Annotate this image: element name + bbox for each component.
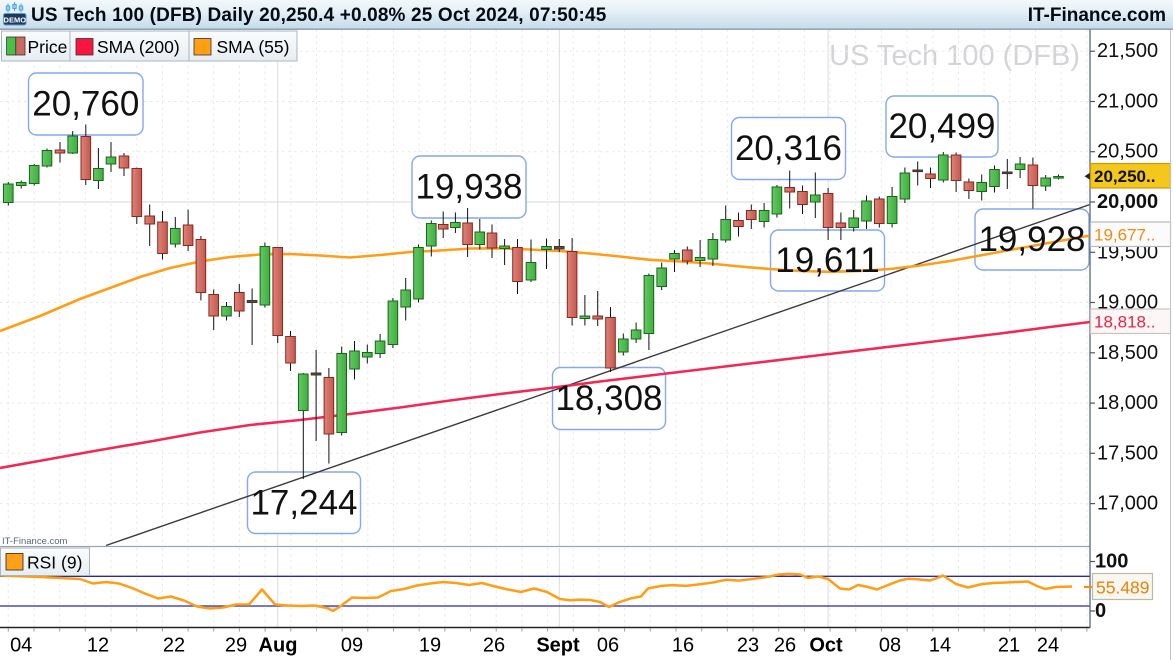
svg-text:19,000: 19,000 [1097, 292, 1158, 314]
svg-text:16: 16 [672, 635, 694, 657]
svg-text:22: 22 [163, 635, 185, 657]
svg-text:19: 19 [419, 635, 441, 657]
svg-text:17,244: 17,244 [250, 483, 357, 522]
svg-text:19,677..: 19,677.. [1094, 225, 1155, 244]
svg-text:06: 06 [597, 635, 619, 657]
svg-text:08: 08 [879, 635, 901, 657]
svg-text:20,000: 20,000 [1097, 191, 1158, 213]
svg-text:18,000: 18,000 [1097, 392, 1158, 414]
svg-text:12: 12 [87, 635, 109, 657]
svg-text:26: 26 [774, 635, 796, 657]
svg-text:23: 23 [737, 635, 759, 657]
svg-text:20,760: 20,760 [32, 85, 139, 124]
svg-text:14: 14 [929, 635, 951, 657]
svg-text:09: 09 [341, 635, 363, 657]
svg-text:21: 21 [998, 635, 1020, 657]
svg-text:20,499: 20,499 [888, 107, 995, 146]
svg-text:20,316: 20,316 [735, 129, 842, 168]
svg-text:04: 04 [10, 635, 32, 657]
svg-text:IT-Finance.com: IT-Finance.com [2, 536, 68, 547]
svg-text:21,500: 21,500 [1097, 40, 1158, 62]
svg-text:RSI (9): RSI (9) [27, 553, 82, 573]
svg-text:US Tech 100 (DFB) Daily 20,250: US Tech 100 (DFB) Daily 20,250.4 +0.08% … [31, 5, 607, 26]
svg-text:18,308: 18,308 [555, 379, 662, 418]
svg-text:19,928: 19,928 [978, 220, 1085, 259]
svg-text:17,000: 17,000 [1097, 493, 1158, 515]
svg-text:0: 0 [1095, 600, 1106, 622]
svg-text:29: 29 [225, 635, 247, 657]
svg-text:Aug: Aug [259, 635, 298, 657]
svg-text:DEMO: DEMO [4, 15, 27, 24]
svg-text:17,500: 17,500 [1097, 442, 1158, 464]
svg-text:20,250..: 20,250.. [1094, 167, 1155, 186]
svg-text:18,500: 18,500 [1097, 342, 1158, 364]
svg-text:21,000: 21,000 [1097, 91, 1158, 113]
svg-text:26: 26 [483, 635, 505, 657]
svg-text:18,818..: 18,818.. [1094, 312, 1155, 331]
svg-text:Price: Price [28, 37, 68, 57]
svg-text:SMA (55): SMA (55) [217, 37, 290, 57]
svg-text:55.489: 55.489 [1096, 577, 1150, 597]
svg-text:SMA (200): SMA (200) [97, 37, 180, 57]
svg-text:Sept: Sept [536, 635, 580, 657]
svg-text:20,500: 20,500 [1097, 141, 1158, 163]
svg-text:24: 24 [1037, 635, 1059, 657]
svg-text:Oct: Oct [809, 635, 843, 657]
svg-text:19,938: 19,938 [415, 168, 522, 207]
svg-text:19,611: 19,611 [775, 241, 879, 280]
svg-text:IT-Finance.com: IT-Finance.com [1028, 5, 1166, 26]
svg-text:100: 100 [1095, 551, 1128, 573]
svg-text:US Tech 100 (DFB): US Tech 100 (DFB) [829, 40, 1080, 72]
